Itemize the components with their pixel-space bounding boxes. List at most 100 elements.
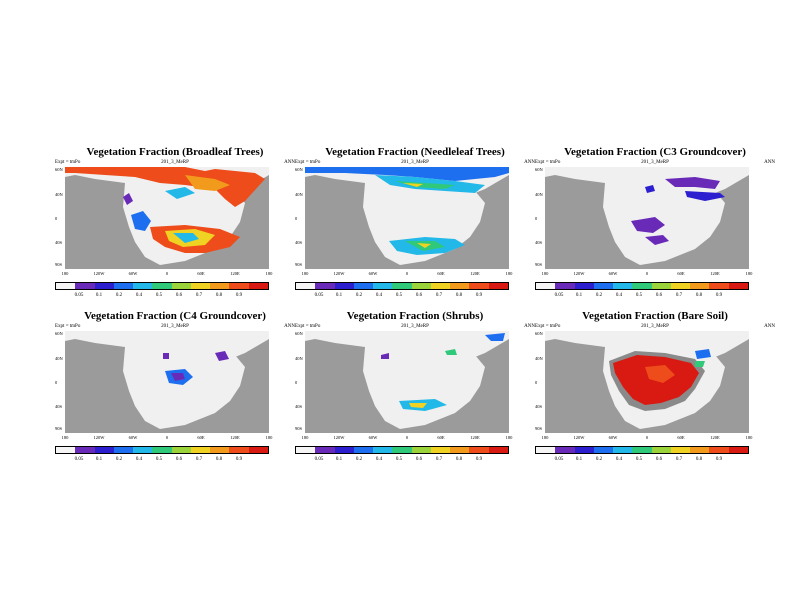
lat-label: 60N xyxy=(535,167,543,172)
colorbar xyxy=(535,446,749,454)
colorbar-label: 0.6 xyxy=(175,457,183,462)
colorbar-swatch xyxy=(133,283,153,289)
lat-label: 90S xyxy=(295,426,303,431)
colorbar-swatch xyxy=(450,447,470,453)
season-label: ANN xyxy=(284,160,295,165)
lon-label: 60W xyxy=(608,435,618,440)
colorbar-label: 0.8 xyxy=(215,457,223,462)
panel-title: Vegetation Fraction (Needleleaf Trees) xyxy=(325,146,505,158)
colorbar-swatch xyxy=(334,447,354,453)
colorbar-swatch xyxy=(593,283,614,289)
colorbar-label: 0.4 xyxy=(135,293,143,298)
colorbar-label: 0.1 xyxy=(95,293,103,298)
lon-label: 60E xyxy=(197,435,205,440)
lat-label: 0 xyxy=(295,216,298,221)
colorbar-swatch xyxy=(75,283,95,289)
colorbar-label: 0.05 xyxy=(74,293,84,298)
colorbar-label: 0.8 xyxy=(455,457,463,462)
colorbar-label: 0.8 xyxy=(455,293,463,298)
colorbar-label: 0.8 xyxy=(695,457,703,462)
lon-label: 180 xyxy=(745,435,753,440)
colorbar-swatch xyxy=(430,447,451,453)
colorbar-swatch xyxy=(229,283,249,289)
colorbar-label: 0.7 xyxy=(195,457,203,462)
colorbar-swatch xyxy=(210,447,230,453)
lon-label: 180 xyxy=(265,271,273,276)
colorbar-swatch xyxy=(133,447,153,453)
panel-title: Vegetation Fraction (Shrubs) xyxy=(346,310,484,322)
colorbar-swatch xyxy=(536,283,556,289)
colorbar-swatch xyxy=(373,283,393,289)
lat-label: 60N xyxy=(295,331,303,336)
panel-c3-groundcover: Vegetation Fraction (C3 Groundcover) Exp… xyxy=(535,146,775,316)
season-label: ANN xyxy=(764,160,775,165)
colorbar-swatch xyxy=(315,447,335,453)
lon-label: 120E xyxy=(710,271,720,276)
colorbar-swatch xyxy=(450,283,470,289)
expt-label: Expt = tmPo xyxy=(535,160,561,165)
colorbar-label: 0.4 xyxy=(375,457,383,462)
lon-label: 60E xyxy=(197,271,205,276)
season-label: ANN xyxy=(524,324,535,329)
lat-label: 60N xyxy=(295,167,303,172)
colorbar-swatch xyxy=(113,447,134,453)
lon-label: 120W xyxy=(93,435,105,440)
colorbar-swatch xyxy=(709,447,729,453)
lon-label: 180 xyxy=(505,435,513,440)
lon-label: 60E xyxy=(437,271,445,276)
lon-label: 60W xyxy=(608,271,618,276)
lat-label: 40N xyxy=(55,192,63,197)
colorbar xyxy=(295,446,509,454)
colorbar-swatch xyxy=(353,283,374,289)
lon-label: 180 xyxy=(541,271,549,276)
vegetation-map xyxy=(305,167,509,269)
colorbar-label: 0.6 xyxy=(655,293,663,298)
lon-label: 60W xyxy=(128,435,138,440)
lat-label: 40N xyxy=(295,356,303,361)
colorbar-swatch xyxy=(315,283,335,289)
lon-label: 0 xyxy=(165,435,169,440)
panel-title: Vegetation Fraction (Bare Soil) xyxy=(582,310,728,322)
colorbar-label: 0.4 xyxy=(135,457,143,462)
colorbar-swatch xyxy=(670,283,691,289)
colorbar-label: 0.9 xyxy=(235,293,243,298)
lon-label: 0 xyxy=(645,271,649,276)
colorbar-swatch xyxy=(690,447,710,453)
colorbar-swatch xyxy=(411,283,431,289)
colorbar-swatch xyxy=(296,283,316,289)
colorbar-swatch xyxy=(411,447,431,453)
lon-label: 120E xyxy=(230,271,240,276)
expt-label: Expt = tmPo xyxy=(55,160,81,165)
panel-title: Vegetation Fraction (Broadleaf Trees) xyxy=(86,146,264,158)
lon-label: 60E xyxy=(677,435,685,440)
colorbar-label: 0.6 xyxy=(415,293,423,298)
colorbar-label: 0.5 xyxy=(155,293,163,298)
lon-label: 180 xyxy=(61,435,69,440)
expt-label: Expt = tmPo xyxy=(55,324,81,329)
panel-broadleaf-trees: Vegetation Fraction (Broadleaf Trees) Ex… xyxy=(55,146,295,316)
lon-label: 60E xyxy=(677,271,685,276)
lat-label: 90S xyxy=(55,262,63,267)
lon-label: 180 xyxy=(301,271,309,276)
colorbar-label: 0.05 xyxy=(554,457,564,462)
colorbar-swatch xyxy=(555,283,575,289)
colorbar-swatch xyxy=(574,283,594,289)
vegetation-map xyxy=(545,331,749,433)
lon-label: 180 xyxy=(745,271,753,276)
lon-label: 120W xyxy=(573,271,585,276)
colorbar-label: 0.05 xyxy=(314,293,324,298)
colorbar-swatch xyxy=(690,283,710,289)
lat-label: 0 xyxy=(55,380,58,385)
lat-label: 0 xyxy=(535,216,538,221)
panel-c4-groundcover: Vegetation Fraction (C4 Groundcover) Exp… xyxy=(55,310,295,480)
season-label: ANN xyxy=(524,160,535,165)
colorbar-swatch xyxy=(536,447,556,453)
run-label: 201_3_MeRP xyxy=(641,324,669,329)
colorbar-label: 0.2 xyxy=(115,293,123,298)
colorbar-swatch xyxy=(248,283,268,289)
colorbar-label: 0.7 xyxy=(435,457,443,462)
vegetation-map xyxy=(305,331,509,433)
colorbar-swatch xyxy=(152,447,172,453)
lon-label: 120E xyxy=(710,435,720,440)
colorbar-swatch xyxy=(248,447,268,453)
